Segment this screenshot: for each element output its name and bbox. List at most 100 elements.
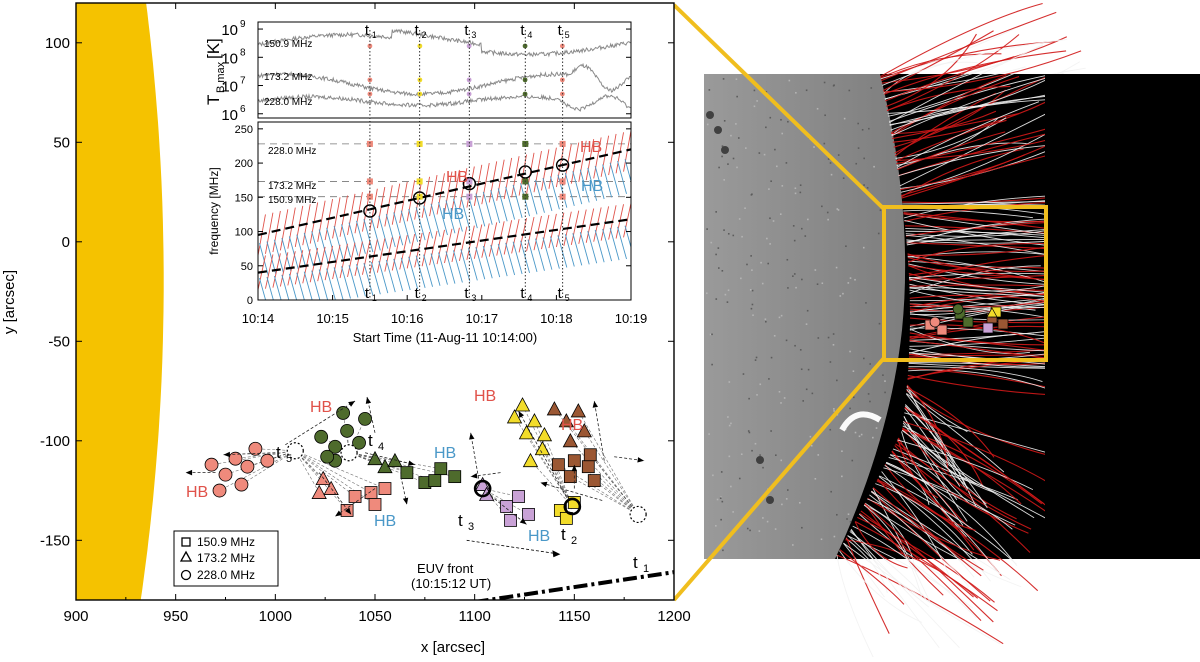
- disk-texture: [794, 187, 797, 190]
- square-point: [348, 490, 362, 503]
- disk-texture: [751, 289, 754, 292]
- hatch-red: [481, 162, 490, 205]
- hatch-blue: [430, 253, 441, 286]
- disk-texture: [854, 431, 857, 434]
- hatch-blue: [512, 241, 523, 275]
- inset-tb-frame: [257, 21, 632, 119]
- hatch-blue: [564, 234, 575, 267]
- motion-arrows: [185, 396, 645, 525]
- main-axis-ticks: 900 950 1000 1050 1100 1150 1200100500-50-100-…: [40, 3, 691, 625]
- disk-texture: [869, 363, 871, 365]
- arrow-head: [407, 460, 415, 466]
- field-line-open: [880, 2, 1043, 77]
- hatch-red: [541, 214, 550, 250]
- time-marker-lines: t 1t 1t 2t 2t 3t 3t 4t 4t 5t 5: [365, 22, 570, 303]
- disk-texture: [740, 277, 742, 280]
- hatch-blue: [572, 233, 583, 266]
- hatch-blue: [288, 273, 298, 300]
- hatch-red: [399, 181, 408, 224]
- hatch-blue: [482, 245, 493, 279]
- x-tick-label: 950: [163, 608, 188, 625]
- disk-texture: [778, 316, 781, 319]
- euv-front-label: EUV front: [417, 561, 474, 576]
- disk-texture: [732, 511, 734, 513]
- disk-texture: [741, 235, 743, 238]
- hatch-blue: [333, 267, 344, 300]
- time-marker-label: t: [558, 285, 563, 302]
- disk-texture: [857, 122, 859, 125]
- arrow-head: [348, 401, 356, 407]
- time-label-t5: t 5: [276, 443, 292, 465]
- field-line-closed: [903, 420, 987, 505]
- euv-image-panel: [704, 2, 1200, 662]
- hatch-red: [585, 208, 595, 243]
- euv-front-time: (10:15:12 UT): [411, 576, 491, 591]
- hatch-red: [347, 193, 356, 236]
- freq-y-tick-label: 50: [241, 261, 253, 273]
- disk-texture: [730, 134, 732, 137]
- disk-texture: [727, 163, 729, 165]
- disk-texture: [809, 435, 812, 438]
- disk-texture: [722, 78, 725, 80]
- field-line-closed: [909, 289, 1041, 308]
- disk-texture: [780, 314, 783, 317]
- triangle-point: [514, 397, 531, 412]
- euv-pointer: [466, 539, 561, 555]
- field-line-closed: [904, 408, 961, 487]
- hatch-red: [429, 230, 438, 266]
- disk-texture: [727, 289, 730, 292]
- hatch-blue: [393, 212, 404, 246]
- x-tick-label: 1000: [259, 608, 292, 625]
- disk-texture: [772, 220, 775, 222]
- disk-texture: [767, 262, 770, 265]
- disk-texture: [727, 416, 729, 418]
- disk-texture: [827, 158, 830, 160]
- triangle-point: [323, 480, 339, 495]
- disk-texture: [836, 379, 838, 382]
- tb-tick-exp: 7: [240, 76, 246, 87]
- field-line-closed: [903, 416, 970, 504]
- disk-texture: [788, 79, 791, 82]
- disk-texture: [785, 339, 788, 342]
- field-line-open: [893, 89, 1006, 148]
- disk-texture: [877, 232, 880, 235]
- square-point: [378, 482, 392, 495]
- disk-texture: [787, 287, 789, 289]
- tb-tick-base: 10: [221, 107, 238, 124]
- disk-texture: [793, 239, 796, 242]
- disk-texture: [724, 293, 727, 296]
- disk-texture: [720, 471, 723, 473]
- hatch-red: [294, 205, 304, 248]
- disk-texture: [735, 123, 737, 125]
- time-label-t3: t 3: [458, 511, 474, 533]
- hatch-blue: [594, 166, 605, 200]
- hatch-blue: [609, 227, 620, 261]
- field-line-open: [864, 503, 944, 596]
- hatch-blue: [348, 265, 359, 298]
- hatch-blue: [393, 258, 404, 292]
- field-line-open: [892, 113, 1019, 140]
- field-line-closed: [882, 38, 1068, 86]
- circle-point: [260, 453, 275, 468]
- field-line-open: [886, 85, 1011, 112]
- disk-texture: [751, 193, 753, 196]
- start-position-circle: [629, 505, 647, 524]
- disk-texture: [829, 162, 832, 164]
- inset-frequency-plot: t 1t 1t 2t 2t 3t 3t 4t 4t 5t 5 25020015010050010:1…: [207, 22, 647, 345]
- disk-texture: [781, 185, 784, 187]
- disk-texture: [737, 137, 740, 139]
- disk-texture: [858, 435, 861, 438]
- disk-texture: [832, 84, 835, 87]
- disk-texture: [863, 157, 865, 160]
- hatch-blue: [579, 232, 590, 265]
- y-tick-label: 50: [53, 134, 70, 151]
- triangle-point: [546, 401, 563, 416]
- legend-square-marker: [181, 537, 191, 547]
- x-tick-label: 1050: [358, 608, 391, 625]
- tb-series-label: 150.9 MHz: [264, 39, 312, 50]
- disk-texture: [752, 314, 754, 317]
- circle-point: [340, 423, 354, 438]
- disk-texture: [805, 89, 808, 92]
- trajectory-line: [544, 434, 573, 507]
- triangle-point: [474, 476, 491, 491]
